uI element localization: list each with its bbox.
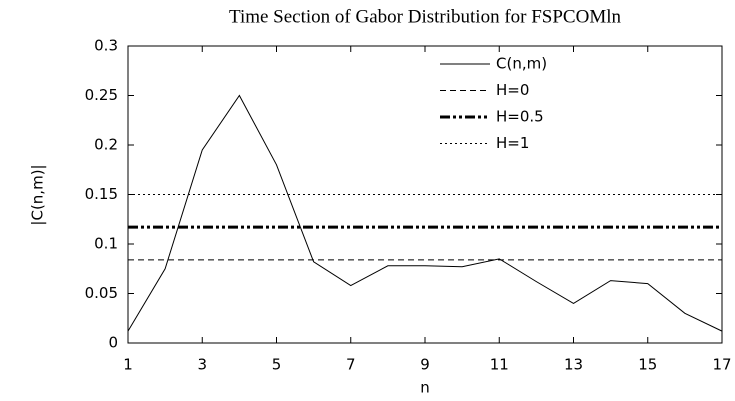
y-tick-label: 0.1 [94, 235, 118, 253]
x-tick-label: 1 [123, 356, 133, 374]
x-tick-label: 7 [346, 356, 356, 374]
x-tick-label: 11 [490, 356, 509, 374]
legend-label: C(n,m) [496, 55, 547, 73]
legend-label: H=0.5 [496, 108, 544, 126]
y-tick-label: 0 [108, 334, 118, 352]
x-tick-label: 3 [197, 356, 207, 374]
y-tick-label: 0.25 [85, 86, 118, 104]
y-axis-label: |C(n,m)| [29, 164, 47, 225]
x-tick-label: 13 [564, 356, 583, 374]
legend-label: H=1 [496, 134, 529, 152]
y-tick-label: 0.15 [85, 185, 118, 203]
x-axis-label: n [420, 379, 430, 397]
x-tick-label: 15 [638, 356, 657, 374]
y-tick-label: 0.05 [85, 284, 118, 302]
chart-title: Time Section of Gabor Distribution for F… [229, 6, 621, 27]
series-line [127, 94, 723, 332]
x-tick-label: 9 [420, 356, 430, 374]
y-tick-label: 0.2 [94, 136, 118, 154]
x-tick-label: 5 [272, 356, 282, 374]
legend-label: H=0 [496, 81, 529, 99]
x-tick-label: 17 [712, 356, 731, 374]
y-tick-label: 0.3 [94, 37, 118, 55]
